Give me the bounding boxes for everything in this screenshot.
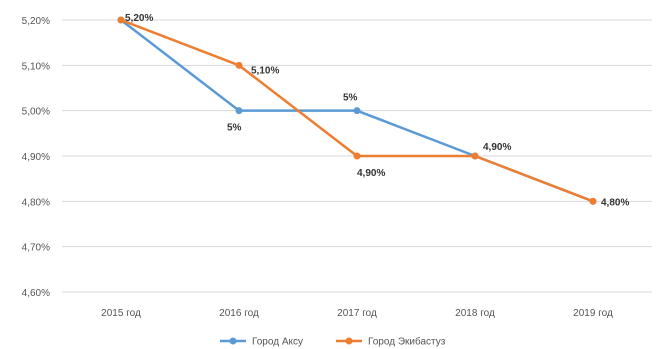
legend-label: Город Экибастуз bbox=[368, 336, 446, 348]
x-tick-label: 2019 год bbox=[573, 308, 613, 319]
legend-marker bbox=[345, 337, 353, 345]
y-tick-label: 4,60% bbox=[22, 288, 50, 299]
data-label: 5,20% bbox=[125, 13, 153, 24]
x-axis-ticks: 2015 год 2016 год 2017 год 2018 год 2019 год bbox=[101, 308, 613, 319]
y-tick-label: 5,20% bbox=[22, 16, 50, 27]
x-tick-label: 2018 год bbox=[455, 308, 495, 319]
y-tick-label: 5,10% bbox=[22, 61, 50, 72]
series-2-point bbox=[589, 197, 597, 205]
legend: Город Аксу Город Экибастуз bbox=[220, 336, 446, 348]
data-labels: 5% 5% 5,20% 5,10% 4,90% 4,90% 4,80% bbox=[125, 13, 629, 208]
series-layer bbox=[117, 16, 597, 205]
y-axis-ticks: 5,20% 5,10% 5,00% 4,90% 4,80% 4,70% 4,60% bbox=[22, 16, 50, 299]
legend-label: Город Аксу bbox=[252, 337, 303, 348]
series-2-point bbox=[117, 16, 125, 24]
series-2-point bbox=[235, 61, 243, 69]
data-label: 4,90% bbox=[357, 168, 385, 179]
series-1-point bbox=[235, 107, 243, 115]
data-label: 5% bbox=[343, 93, 358, 104]
data-label: 4,80% bbox=[601, 197, 629, 208]
data-label: 5% bbox=[227, 123, 242, 134]
x-tick-label: 2015 год bbox=[101, 308, 141, 319]
y-tick-label: 5,00% bbox=[22, 107, 50, 118]
y-tick-label: 4,90% bbox=[22, 152, 50, 163]
x-tick-label: 2016 год bbox=[219, 308, 259, 319]
series-1-point bbox=[353, 107, 361, 115]
y-tick-label: 4,70% bbox=[22, 243, 50, 254]
x-tick-label: 2017 год bbox=[337, 308, 377, 319]
data-label: 5,10% bbox=[251, 65, 279, 76]
y-tick-label: 4,80% bbox=[22, 197, 50, 208]
series-2-point bbox=[471, 152, 479, 160]
legend-marker bbox=[229, 337, 237, 345]
data-label: 4,90% bbox=[483, 142, 511, 153]
series-2-point bbox=[353, 152, 361, 160]
